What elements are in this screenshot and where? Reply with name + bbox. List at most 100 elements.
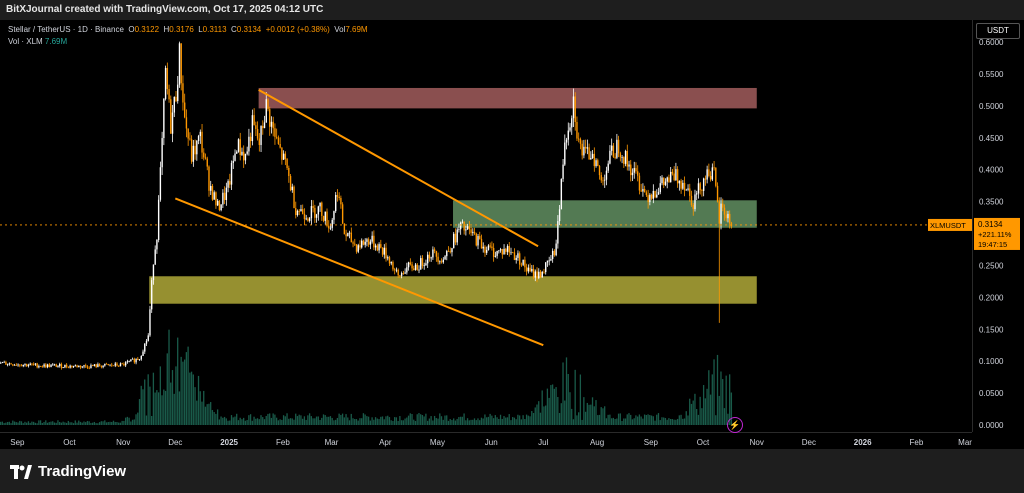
volume-bar — [131, 419, 134, 425]
candle-body — [168, 89, 170, 100]
candle-body — [317, 206, 320, 215]
candle-body — [142, 351, 144, 356]
volume-bar — [433, 415, 436, 425]
candle-body — [595, 160, 597, 167]
volume-bar — [128, 417, 130, 425]
candle-body — [216, 200, 219, 206]
price-tick-label: 0.2000 — [979, 293, 1004, 302]
candle-body — [196, 140, 198, 155]
volume-bar — [64, 422, 66, 425]
volume-bar — [543, 406, 545, 425]
candle-body — [609, 150, 611, 164]
currency-button[interactable]: USDT — [976, 23, 1020, 39]
time-tick-label: Feb — [276, 438, 290, 447]
volume-bar — [232, 417, 234, 425]
candle-body — [643, 188, 646, 193]
volume-bar — [637, 416, 639, 425]
volume-bar — [643, 414, 646, 425]
candle-body — [421, 258, 424, 266]
volume-bar — [295, 413, 297, 425]
volume-bar — [605, 418, 608, 425]
volume-bar — [489, 413, 491, 425]
candle-body — [642, 188, 644, 192]
candle-body — [593, 153, 596, 167]
volume-bar — [506, 417, 509, 425]
volume-bar — [466, 418, 469, 425]
lightning-icon[interactable]: ⚡ — [727, 417, 743, 433]
candle-body — [345, 234, 347, 237]
time-axis[interactable]: Sep Oct Nov Dec 2025 Feb Mar Apr May Jun Jul Aug Sep… — [0, 432, 972, 449]
candle-body — [321, 202, 323, 216]
time-tick-label: Oct — [697, 438, 710, 447]
volume-bar — [196, 400, 198, 425]
volume-bar — [548, 397, 550, 425]
legend-vol-row-value: 7.69M — [44, 37, 68, 46]
candle-body — [616, 139, 618, 158]
candle-body — [496, 250, 498, 256]
candle-body — [451, 248, 453, 253]
volume-bar — [286, 413, 288, 425]
volume-bar — [352, 418, 354, 425]
candle-body — [600, 175, 602, 181]
candle-body — [435, 250, 438, 257]
candle-body — [558, 209, 561, 222]
candle-body — [331, 219, 333, 228]
price-axis[interactable]: 0.00000.05000.10000.15000.20000.25000.30… — [972, 20, 1024, 432]
volume-bar — [560, 403, 562, 425]
candle-body — [262, 126, 264, 129]
tradingview-logo[interactable]: TradingView — [10, 463, 126, 480]
candle-body — [175, 96, 177, 102]
candle-body — [484, 246, 486, 253]
volume-bar — [123, 420, 125, 425]
time-tick-label: Nov — [116, 438, 130, 447]
volume-bar — [255, 418, 257, 425]
volume-bar — [170, 382, 172, 425]
candle-body — [112, 365, 115, 367]
candle-body — [329, 227, 332, 229]
volume-bar — [484, 414, 486, 425]
volume-bar — [118, 422, 120, 425]
candle-body — [60, 364, 63, 368]
price-chart-svg[interactable]: XLMUSDT — [0, 20, 972, 432]
candle-body — [711, 167, 714, 180]
volume-bar — [107, 421, 109, 425]
candles — [0, 41, 733, 370]
volume-bar — [206, 404, 208, 425]
candle-body — [104, 363, 106, 366]
volume-bar — [392, 420, 394, 425]
candle-body — [12, 364, 14, 366]
time-tick-label: Jul — [538, 438, 548, 447]
volume-bar — [411, 414, 413, 425]
volume-bar — [518, 415, 521, 425]
candle-body — [630, 164, 632, 176]
candle-body — [524, 259, 526, 268]
volume-bar — [303, 416, 306, 425]
volume-bar — [480, 417, 483, 425]
candle-body — [637, 171, 639, 176]
candle-body — [248, 136, 250, 152]
candle-body — [289, 176, 292, 191]
volume-bar — [336, 417, 339, 425]
candle-body — [46, 364, 49, 368]
candle-body — [489, 245, 491, 247]
candle-body — [420, 258, 422, 270]
volume-bar — [114, 421, 116, 425]
volume-bar — [477, 418, 479, 425]
volume-bar — [550, 385, 552, 425]
volume-bar — [159, 366, 161, 425]
candle-body — [414, 264, 417, 271]
chart-plot-area[interactable]: XLMUSDT — [0, 20, 972, 432]
volume-bar — [626, 414, 628, 425]
candle-body — [267, 99, 269, 110]
candle-body — [465, 229, 467, 231]
volume-bar — [437, 418, 439, 425]
candle-body — [291, 186, 293, 191]
candle-body — [98, 364, 101, 367]
volume-bar — [454, 420, 457, 425]
candle-body — [65, 364, 68, 367]
volume-bar — [369, 420, 372, 425]
volume-bar — [41, 423, 43, 425]
candle-body — [666, 177, 668, 182]
volume-bar — [456, 418, 458, 425]
volume-bar — [558, 413, 561, 425]
